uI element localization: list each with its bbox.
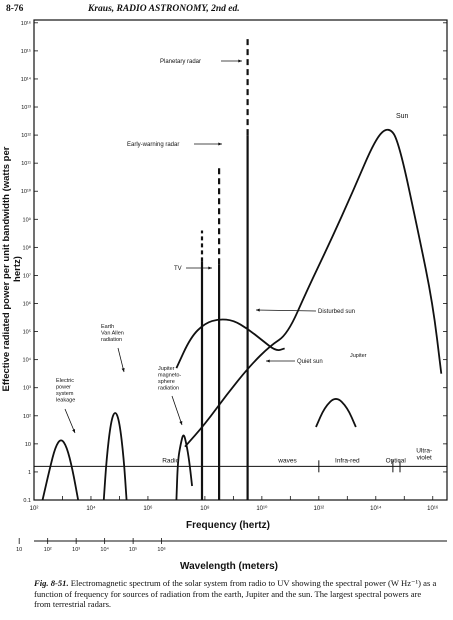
- annotation-layer: Radio waves Infra-red Optical Ultra-violet Pl…: [56, 59, 432, 464]
- y-tick-label: 1: [28, 470, 31, 476]
- series-electric-curve: [41, 439, 80, 501]
- label-early-warning: Early-warning radar: [127, 142, 179, 148]
- figure-number: Fig. 8-51.: [34, 578, 69, 588]
- band-label: Radio: [162, 457, 179, 464]
- y-tick-label: 10: [25, 442, 31, 448]
- y-tick-label: 10¹⁰: [21, 188, 32, 195]
- y-tick-label: 10⁴: [23, 357, 32, 364]
- arrow-leakage-head: [72, 429, 76, 433]
- band-label: Infra-red: [335, 457, 360, 464]
- y-tick-label: 10²: [23, 414, 31, 420]
- label-van-allen-line-1: Van Allen: [101, 331, 124, 337]
- wavelength-axis-label: Wavelength (meters): [180, 561, 278, 572]
- label-jupiter: Jupiter: [350, 353, 367, 359]
- label-van-allen-line-2: radiation: [101, 337, 122, 343]
- wavelength-tick-label: 10⁶: [157, 546, 165, 553]
- label-van-allen-line-0: Earth: [101, 324, 114, 330]
- arrow-leakage: [64, 408, 76, 434]
- label-jupiter-magnetosphere-line-2: sphere: [158, 379, 175, 385]
- wavelength-tick-label: 10⁵: [129, 546, 137, 553]
- y-tick-label: 10⁷: [23, 272, 31, 279]
- label-jupiter-magnetosphere-line-1: magneto-: [158, 373, 181, 379]
- x-tick-label: 10²: [30, 506, 39, 512]
- y-tick-label: 10⁸: [23, 244, 31, 251]
- arrow-tv-head: [208, 266, 212, 270]
- y-tick-label: 10¹¹: [21, 161, 31, 167]
- y-tick-label: 10¹⁶: [21, 20, 31, 27]
- y-tick-label: 10³: [23, 386, 31, 392]
- label-leakage-line-2: system: [56, 391, 74, 397]
- wavelength-tick-label: 10³: [72, 547, 80, 553]
- plot-frame: [33, 19, 448, 501]
- label-sun: Sun: [396, 113, 409, 120]
- band-label-uv-line-1: violet: [417, 454, 432, 461]
- label-jupiter-magnetosphere-line-0: Jupiter: [158, 366, 175, 372]
- arrow-disturbed: [255, 309, 317, 312]
- arrow-planetary-head: [238, 59, 242, 63]
- x-tick-label: 10¹⁰: [256, 505, 268, 512]
- x-tick-label: 10⁶: [143, 505, 153, 512]
- series-jupiter-curve: [175, 434, 193, 501]
- label-quiet-sun: Quiet sun: [297, 359, 323, 365]
- wavelength-tick-label: 10⁴: [100, 546, 109, 553]
- label-leakage-line-0: Electric: [56, 378, 74, 384]
- x-axis-label: Frequency (hertz): [186, 520, 270, 531]
- y-tick-label: 10¹³: [21, 105, 31, 111]
- wavelength-axis: 10⁶10⁵10⁴10³10²10110⁻¹10⁻²10⁻³10⁻⁴10⁻⁵10…: [16, 538, 447, 553]
- series-earth-curve: [102, 412, 128, 501]
- y-tick-label: 10⁶: [23, 301, 31, 308]
- label-leakage-line-3: leakage: [56, 398, 75, 404]
- arrow-jupiter-mag: [171, 395, 183, 426]
- caption-text: Electromagnetic spectrum of the solar sy…: [34, 578, 437, 609]
- figure-caption: Fig. 8-51. Electromagnetic spectrum of t…: [34, 578, 439, 610]
- y-tick-label: 10⁵: [23, 329, 31, 336]
- x-tick-label: 10⁴: [86, 505, 96, 512]
- series-jupiter-curve: [315, 398, 357, 428]
- label-planetary-radar: Planetary radar: [160, 59, 201, 65]
- arrow-van-allen: [117, 347, 125, 373]
- band-label: Optical: [386, 457, 407, 464]
- label-leakage-line-1: power: [56, 385, 71, 391]
- arrow-quiet-head: [266, 359, 270, 363]
- y-tick-label: 10⁹: [23, 216, 31, 223]
- y-tick-label: 0.1: [23, 498, 31, 504]
- series-quiet-sun-curve: [184, 128, 443, 448]
- x-tick-label: 10⁸: [200, 505, 210, 512]
- x-tick-label: 10¹²: [313, 506, 324, 512]
- series-disturbed-sun-curve: [175, 318, 285, 369]
- arrow-disturbed-head: [256, 308, 260, 312]
- band-label-uv-line-0: Ultra-: [416, 447, 432, 454]
- series-layer: [34, 36, 447, 501]
- wavelength-tick-label: 10: [16, 547, 22, 553]
- arrow-van-allen-head: [121, 368, 125, 372]
- axis-ticks: 0.1 1 10 10² 10³ 10⁴ 10⁵ 10⁶ 10⁷ 10⁸ 10⁹ 10¹⁰ 10¹¹ 10…: [21, 20, 447, 512]
- label-tv: TV: [174, 266, 182, 272]
- x-tick-label: 10¹⁴: [370, 505, 382, 512]
- y-tick-label: 10¹²: [21, 133, 31, 139]
- page-number: 8-76: [6, 4, 24, 14]
- wavelength-tick-label: 10²: [44, 547, 52, 553]
- arrow-early-head: [218, 142, 222, 146]
- plot-border: [33, 19, 448, 501]
- label-disturbed-sun: Disturbed sun: [318, 309, 355, 315]
- band-label: waves: [277, 457, 297, 464]
- y-tick-label: 10¹⁵: [21, 48, 31, 55]
- y-tick-label: 10¹⁴: [21, 76, 32, 83]
- running-title: Kraus, RADIO ASTRONOMY, 2nd ed.: [88, 4, 240, 14]
- x-tick-label: 10¹⁶: [427, 505, 439, 512]
- label-jupiter-magnetosphere-line-3: radiation: [158, 386, 179, 392]
- arrow-jupiter-mag-head: [179, 421, 183, 425]
